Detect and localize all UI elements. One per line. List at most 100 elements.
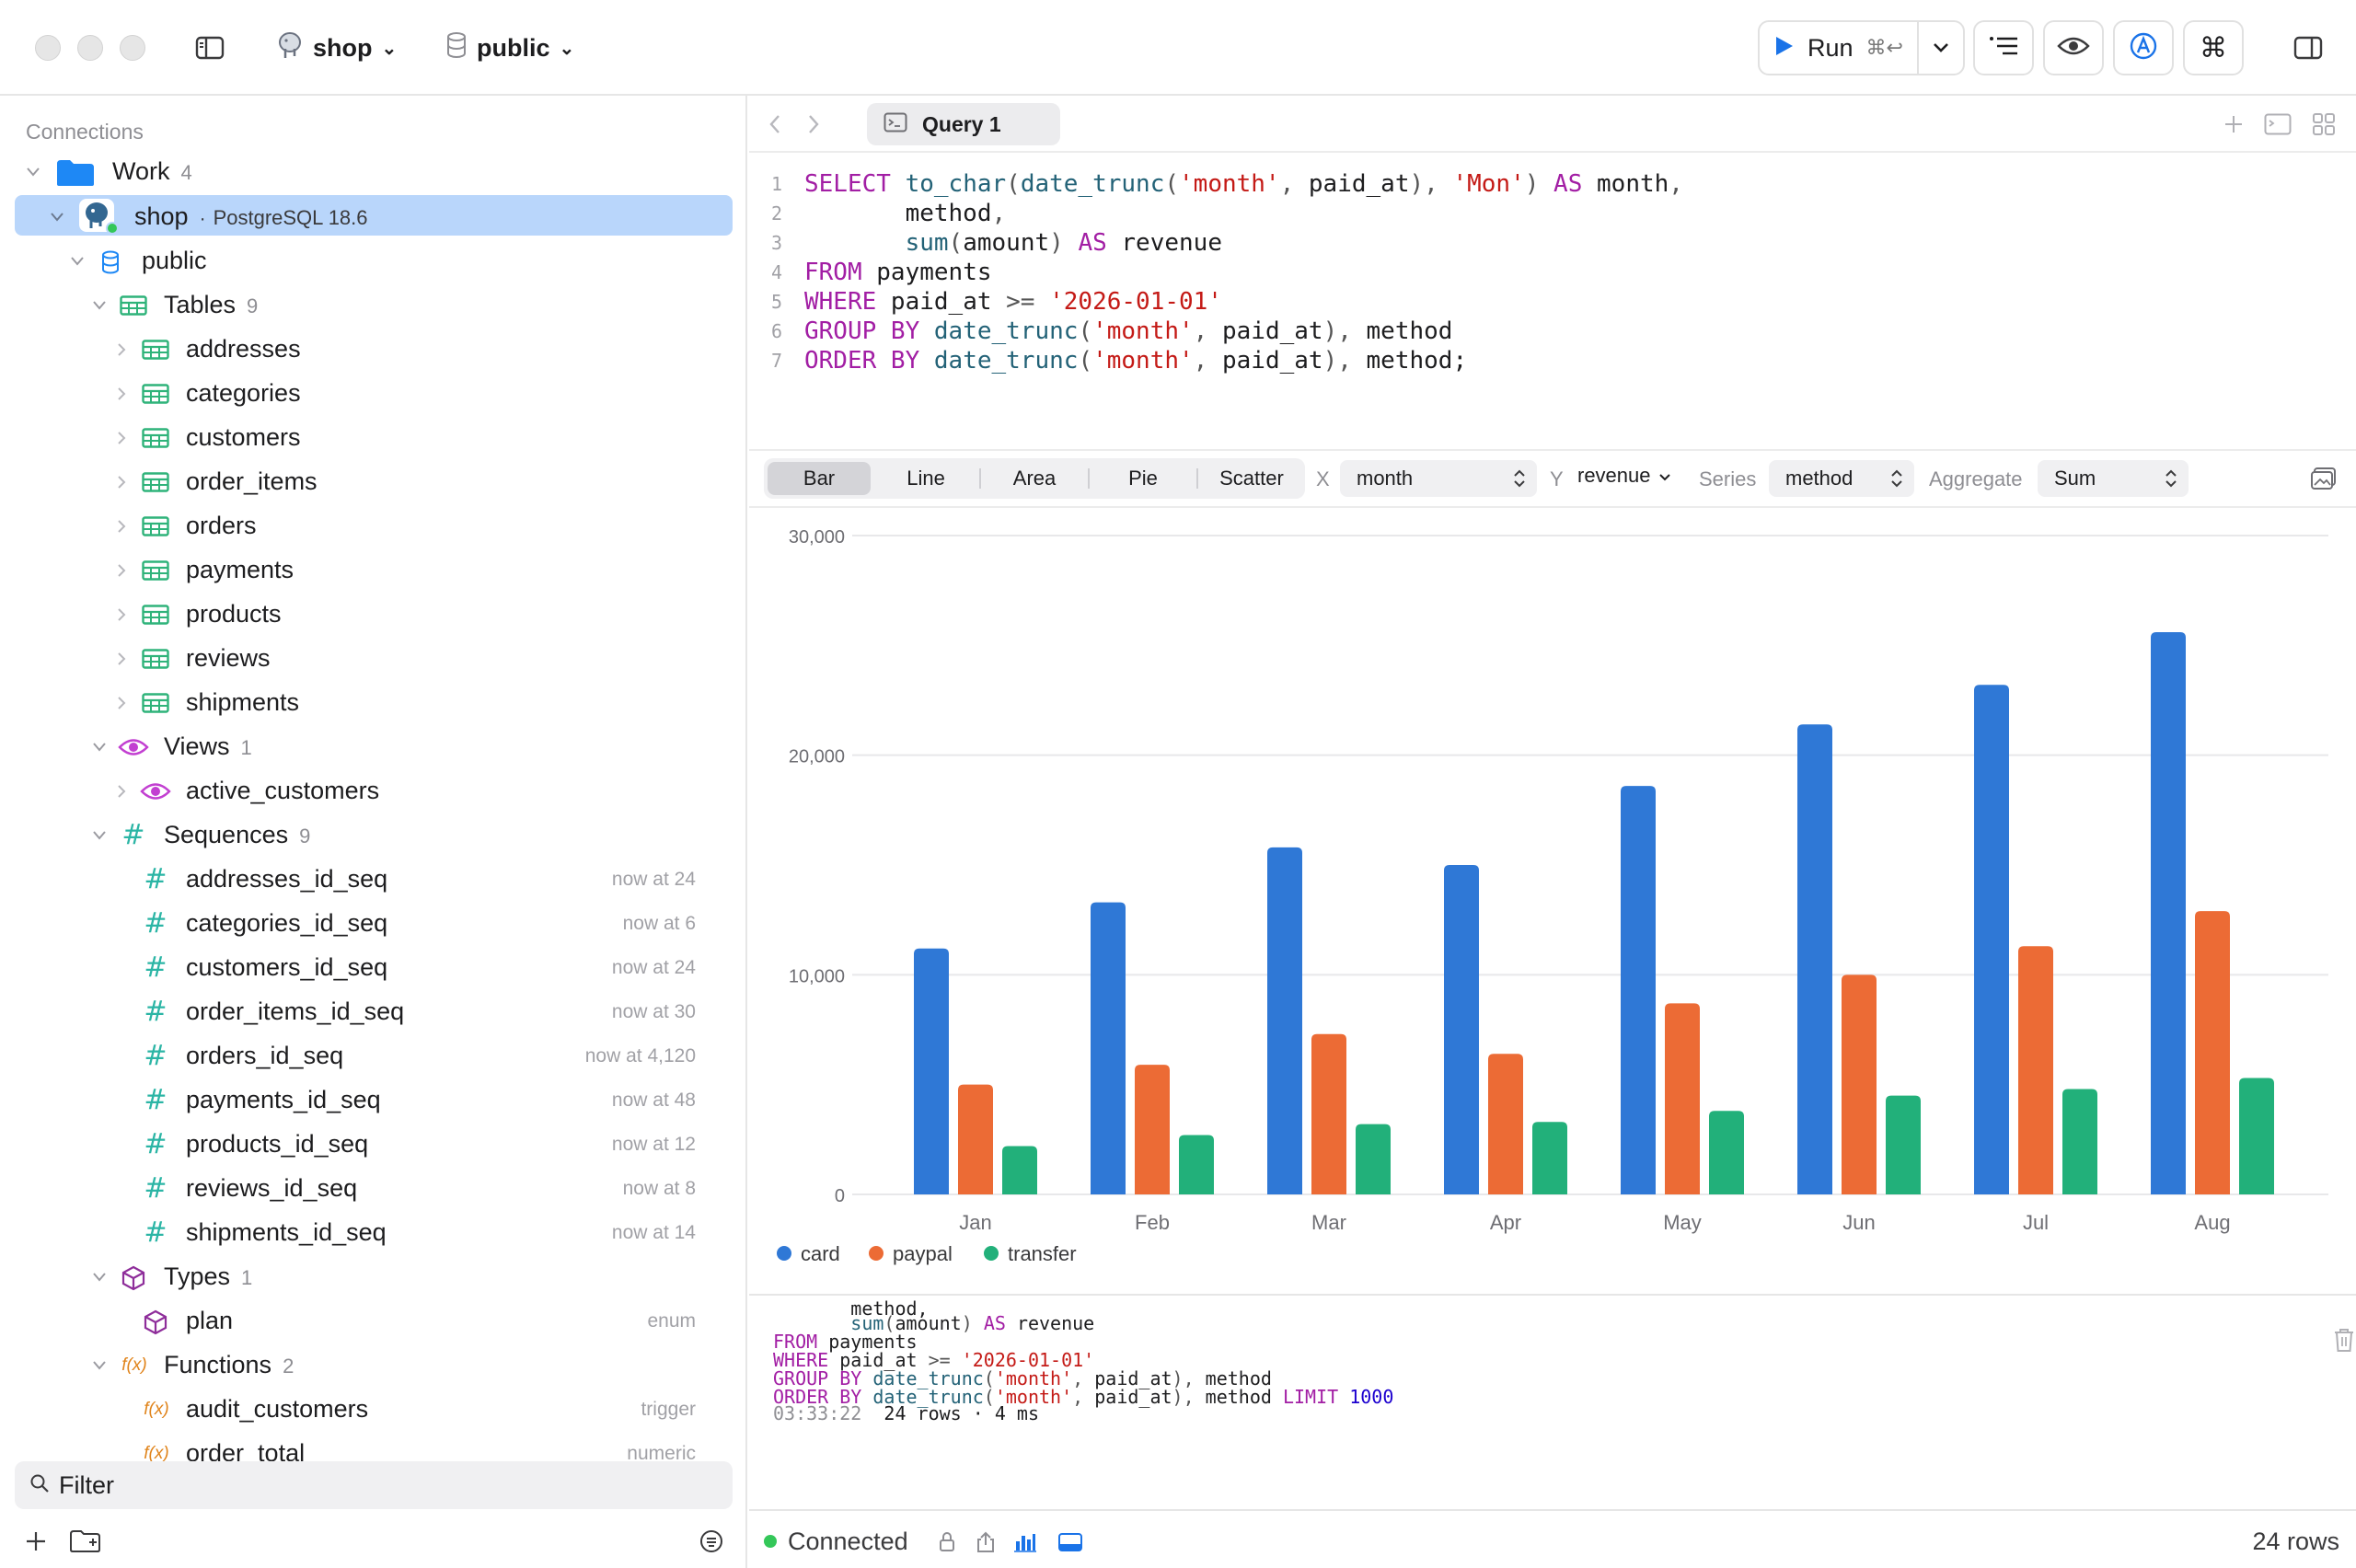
run-button[interactable]: Run ⌘↩ — [1760, 22, 1919, 74]
table-row-addresses[interactable]: addresses — [0, 328, 747, 372]
sql-editor[interactable]: 1 SELECT to_char(date_trunc('month', paid… — [749, 169, 2356, 445]
format-query-button[interactable] — [1973, 20, 2034, 75]
x-axis-select[interactable]: month — [1340, 460, 1537, 497]
grid-view-icon[interactable] — [2310, 110, 2338, 138]
bar-paypal-feb[interactable] — [1135, 1065, 1170, 1194]
bar-transfer-jun[interactable] — [1886, 1095, 1921, 1194]
schema-row-public[interactable]: public — [0, 239, 747, 283]
bar-card-may[interactable] — [1621, 786, 1656, 1194]
bar-card-apr[interactable] — [1444, 865, 1479, 1194]
sequences-group-row[interactable]: # Sequences 9 — [0, 813, 747, 858]
log-token: 'month' — [994, 1386, 1073, 1408]
window-zoom-button[interactable] — [120, 35, 145, 61]
sequence-row[interactable]: # payments_id_seq now at 48 — [0, 1078, 747, 1123]
series-select[interactable]: method — [1769, 460, 1914, 497]
tables-group-row[interactable]: Tables 9 — [0, 283, 747, 328]
bar-card-mar[interactable] — [1267, 847, 1302, 1194]
bar-paypal-may[interactable] — [1665, 1003, 1700, 1194]
functions-group-row[interactable]: f(x) Functions 2 — [0, 1343, 747, 1388]
back-chevron-icon[interactable] — [762, 110, 788, 138]
code-token: method — [1366, 317, 1453, 345]
share-icon[interactable] — [974, 1529, 998, 1555]
chart-type-pie[interactable]: Pie — [1128, 467, 1158, 490]
chart-type-scatter[interactable]: Scatter — [1219, 467, 1284, 490]
bar-transfer-apr[interactable] — [1532, 1122, 1567, 1194]
export-image-icon[interactable] — [2308, 464, 2339, 493]
bar-transfer-mar[interactable] — [1356, 1124, 1391, 1194]
sequences-group-label: Sequences 9 — [164, 821, 311, 848]
y-axis-select[interactable]: revenue — [1577, 464, 1671, 488]
log-token: ( — [983, 1386, 995, 1408]
folder-row-work[interactable]: Work 4 — [0, 150, 747, 194]
bar-paypal-jan[interactable] — [958, 1084, 993, 1194]
views-group-row[interactable]: Views 1 — [0, 725, 747, 769]
bar-card-aug[interactable] — [2151, 632, 2186, 1194]
inspector-toggle-icon[interactable] — [2292, 33, 2325, 63]
sidebar-toggle-icon[interactable] — [193, 33, 226, 63]
bar-transfer-feb[interactable] — [1179, 1135, 1214, 1194]
chart-type-line[interactable]: Line — [907, 467, 945, 490]
chart-type-bar[interactable]: Bar — [768, 462, 872, 495]
sequence-row[interactable]: # shipments_id_seq now at 14 — [0, 1211, 747, 1255]
tab-query-1[interactable]: Query 1 — [867, 103, 1060, 145]
forward-chevron-icon[interactable] — [801, 110, 826, 138]
code-token: month — [1597, 170, 1669, 198]
window-minimize-button[interactable] — [77, 35, 103, 61]
bar-card-jan[interactable] — [914, 948, 949, 1194]
table-row-customers[interactable]: customers — [0, 416, 747, 460]
schema-selector[interactable]: public ⌄ — [445, 29, 574, 66]
results-panel-icon[interactable] — [1057, 1529, 1084, 1555]
aggregate-select[interactable]: Sum — [2038, 460, 2189, 497]
connection-row-shop[interactable]: shop · PostgreSQL 18.6 — [0, 195, 747, 239]
sequence-row[interactable]: # addresses_id_seq now at 24 — [0, 858, 747, 902]
bar-transfer-jan[interactable] — [1002, 1146, 1037, 1194]
bar-transfer-aug[interactable] — [2239, 1078, 2274, 1194]
new-folder-icon[interactable] — [68, 1528, 103, 1555]
chevron-down-icon — [90, 296, 109, 315]
database-selector[interactable]: shop ⌄ — [276, 29, 397, 66]
bar-paypal-apr[interactable] — [1488, 1054, 1523, 1194]
table-row-categories[interactable]: categories — [0, 372, 747, 416]
bar-paypal-jul[interactable] — [2018, 946, 2053, 1194]
run-options-button[interactable] — [1919, 22, 1963, 74]
add-connection-icon[interactable] — [22, 1528, 50, 1555]
sequence-row[interactable]: # products_id_seq now at 12 — [0, 1123, 747, 1167]
table-row-orders[interactable]: orders — [0, 504, 747, 548]
sequence-row[interactable]: # reviews_id_seq now at 8 — [0, 1167, 747, 1211]
trash-icon[interactable] — [2330, 1325, 2356, 1355]
sidebar-options-icon[interactable] — [698, 1528, 725, 1555]
sequence-row[interactable]: # order_items_id_seq now at 30 — [0, 990, 747, 1034]
view-row-active-customers[interactable]: active_customers — [0, 769, 747, 813]
table-row-products[interactable]: products — [0, 593, 747, 637]
table-row-order-items[interactable]: order_items — [0, 460, 747, 504]
table-row-payments[interactable]: payments — [0, 548, 747, 593]
function-row[interactable]: f(x) audit_customers trigger — [0, 1388, 747, 1432]
ai-assist-button[interactable] — [2113, 20, 2174, 75]
chart-view-icon[interactable] — [1012, 1529, 1038, 1555]
bar-card-jul[interactable] — [1974, 685, 2009, 1194]
command-palette-button[interactable]: ⌘ — [2183, 20, 2244, 75]
table-row-reviews[interactable]: reviews — [0, 637, 747, 681]
sidebar-filter-input[interactable]: Filter — [15, 1461, 733, 1509]
new-tab-icon[interactable] — [2220, 110, 2247, 138]
types-group-row[interactable]: Types 1 — [0, 1255, 747, 1299]
x-tick-label: Mar — [1311, 1211, 1346, 1234]
window-close-button[interactable] — [35, 35, 61, 61]
console-icon[interactable] — [2262, 110, 2293, 138]
chart-type-area[interactable]: Area — [1012, 467, 1057, 490]
preview-button[interactable] — [2043, 20, 2104, 75]
sequence-row[interactable]: # orders_id_seq now at 4,120 — [0, 1034, 747, 1078]
bar-card-jun[interactable] — [1797, 724, 1832, 1194]
bar-paypal-mar[interactable] — [1311, 1033, 1346, 1194]
lock-icon[interactable] — [935, 1529, 959, 1555]
bar-card-feb[interactable] — [1091, 902, 1126, 1194]
table-row-shipments[interactable]: shipments — [0, 681, 747, 725]
bar-paypal-jun[interactable] — [1842, 974, 1877, 1194]
bar-paypal-aug[interactable] — [2195, 911, 2230, 1194]
type-row-plan[interactable]: plan enum — [0, 1299, 747, 1343]
bar-transfer-may[interactable] — [1709, 1111, 1744, 1194]
bar-transfer-jul[interactable] — [2062, 1089, 2097, 1194]
types-group-label: Types 1 — [164, 1262, 253, 1290]
sequence-row[interactable]: # customers_id_seq now at 24 — [0, 946, 747, 990]
sequence-row[interactable]: # categories_id_seq now at 6 — [0, 902, 747, 946]
